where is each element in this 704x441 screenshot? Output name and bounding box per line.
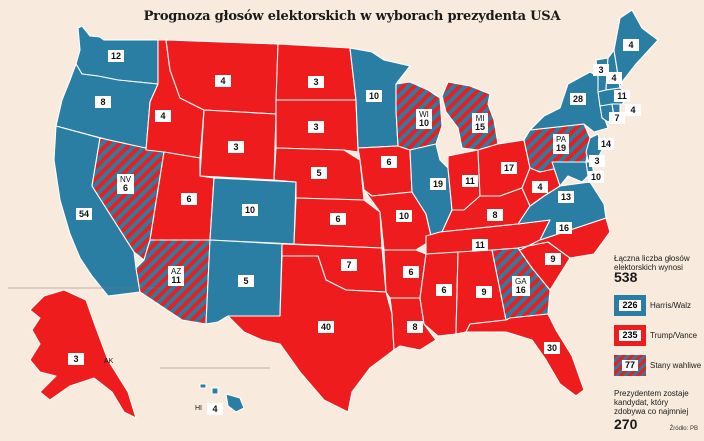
source-note: Źródło: PB — [669, 426, 698, 432]
label-KY: 8 — [487, 209, 503, 221]
legend-swatch-swing: 77 — [614, 355, 646, 376]
label-CO: 10 — [242, 204, 259, 216]
label-VA: 13 — [558, 191, 575, 203]
win-caption: Prezydentem zostaje kandydat, który zdob… — [614, 389, 689, 416]
label-TX: 40 — [318, 321, 335, 333]
legend-label-harris: Harris/Walz — [650, 301, 692, 310]
legend-harris: 226 Harris/Walz — [614, 295, 691, 316]
label-PA: PA 19 — [553, 134, 570, 154]
label-TN: 11 — [472, 239, 488, 251]
label-AZ: AZ 11 — [168, 266, 185, 286]
label-AK: 3 — [68, 353, 84, 365]
state-ND — [275, 43, 357, 101]
label-NE: 5 — [311, 167, 327, 179]
label-MO: 10 — [396, 210, 413, 222]
label-FL: 30 — [544, 342, 561, 354]
label-OK: 7 — [341, 259, 357, 271]
win-value: 270 — [614, 416, 638, 432]
state-HI-island-2 — [211, 387, 219, 395]
label-ID: 4 — [155, 110, 171, 122]
total-caption: Łączna liczba głosów elektorskich wynosi — [614, 254, 690, 272]
label-HI: 4 — [207, 403, 223, 415]
legend-swatch-trump: 235 — [614, 325, 646, 346]
legend-swing: 77 Stany wahliwe — [614, 355, 701, 376]
state-TX — [227, 255, 395, 413]
state-IA — [357, 145, 413, 197]
label-KS: 6 — [330, 213, 346, 225]
label-MA: 11 — [614, 90, 630, 102]
map-title: Prognoza głosów elektorskich w wyborach … — [143, 9, 561, 24]
state-MD — [551, 161, 589, 187]
label-MT: 4 — [215, 75, 231, 87]
label-SD: 3 — [308, 121, 324, 133]
label-IA: 6 — [381, 156, 397, 168]
label-NC: 16 — [556, 222, 573, 234]
label-OR: 8 — [95, 96, 111, 108]
label-ND: 3 — [308, 76, 324, 88]
state-FL — [465, 313, 585, 397]
label-LA: 8 — [407, 321, 423, 333]
label-AL: 9 — [476, 286, 492, 298]
label-OH: 17 — [501, 162, 518, 174]
label-DE: 3 — [589, 155, 605, 167]
label-RI: 4 — [625, 104, 641, 116]
label-IN: 11 — [462, 175, 478, 187]
legend-label-swing: Stany wahliwe — [650, 361, 702, 370]
legend-swatch-harris: 226 — [614, 295, 646, 316]
label-WY: 3 — [228, 141, 244, 153]
label-NH: 4 — [606, 72, 622, 84]
label-MN: 10 — [366, 90, 383, 102]
state-MI — [441, 81, 499, 151]
total-value: 538 — [614, 269, 638, 285]
label-CT: 7 — [609, 112, 625, 124]
label-NV: NV 6 — [117, 174, 135, 194]
state-HI-island-3 — [199, 383, 207, 389]
label-MS: 6 — [436, 284, 452, 296]
label-AR: 6 — [403, 266, 419, 278]
label-WI: WI 10 — [416, 109, 433, 129]
legend-label-trump: Trump/Vance — [650, 331, 698, 340]
label-WV: 4 — [532, 181, 548, 193]
label-HI-abbr: HI — [195, 405, 202, 412]
label-AK-abbr: AK — [104, 358, 114, 365]
label-MD: 10 — [588, 171, 605, 183]
state-HI — [225, 393, 245, 413]
label-GA: GA 16 — [512, 276, 530, 296]
label-WA: 12 — [108, 50, 125, 62]
label-CA: 54 — [76, 208, 93, 220]
label-IL: 19 — [430, 178, 447, 190]
label-ME: 4 — [623, 39, 639, 51]
legend-trump: 235 Trump/Vance — [614, 325, 697, 346]
state-NY — [529, 71, 609, 133]
label-VT: 3 — [593, 64, 609, 76]
label-NM: 5 — [238, 275, 254, 287]
label-MI: MI 15 — [472, 113, 489, 133]
label-NY: 28 — [570, 93, 587, 105]
label-SC: 9 — [545, 253, 561, 265]
label-UT: 6 — [181, 193, 197, 205]
label-NJ: 14 — [598, 138, 615, 150]
